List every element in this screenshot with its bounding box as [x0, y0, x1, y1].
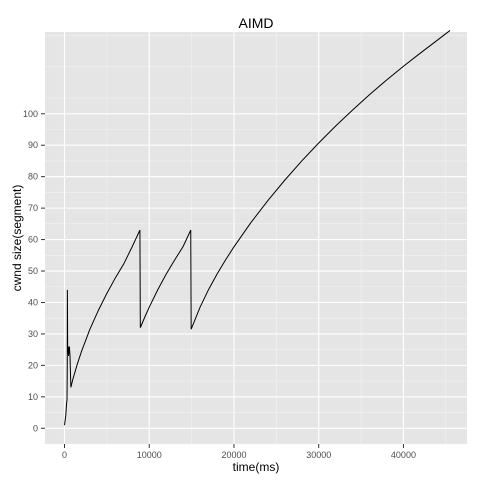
y-tick-label: 70 [28, 203, 38, 213]
x-axis: 0 10000 20000 30000 40000 [62, 444, 416, 460]
y-tick-label: 10 [28, 392, 38, 402]
y-tick-label: 60 [28, 235, 38, 245]
plot-panel [45, 32, 467, 444]
y-tick-label: 80 [28, 172, 38, 182]
y-tick-label: 40 [28, 297, 38, 307]
x-tick-label: 40000 [391, 450, 416, 460]
y-tick-label: 100 [23, 109, 38, 119]
y-axis-label: cwnd size(segment) [10, 185, 24, 292]
y-tick-label: 0 [33, 423, 38, 433]
x-tick-label: 0 [62, 450, 67, 460]
x-tick-label: 20000 [221, 450, 246, 460]
x-tick-label: 10000 [137, 450, 162, 460]
x-axis-label: time(ms) [233, 460, 280, 474]
grid-lines [45, 32, 467, 445]
series-line [63, 30, 451, 426]
chart-title: AIMD [239, 15, 274, 31]
x-tick-label: 30000 [306, 450, 331, 460]
y-tick-label: 20 [28, 360, 38, 370]
y-tick-label: 90 [28, 140, 38, 150]
y-tick-label: 50 [28, 266, 38, 276]
y-axis: 0 10 20 30 40 50 60 70 80 90 100 [23, 109, 45, 433]
y-tick-label: 30 [28, 329, 38, 339]
